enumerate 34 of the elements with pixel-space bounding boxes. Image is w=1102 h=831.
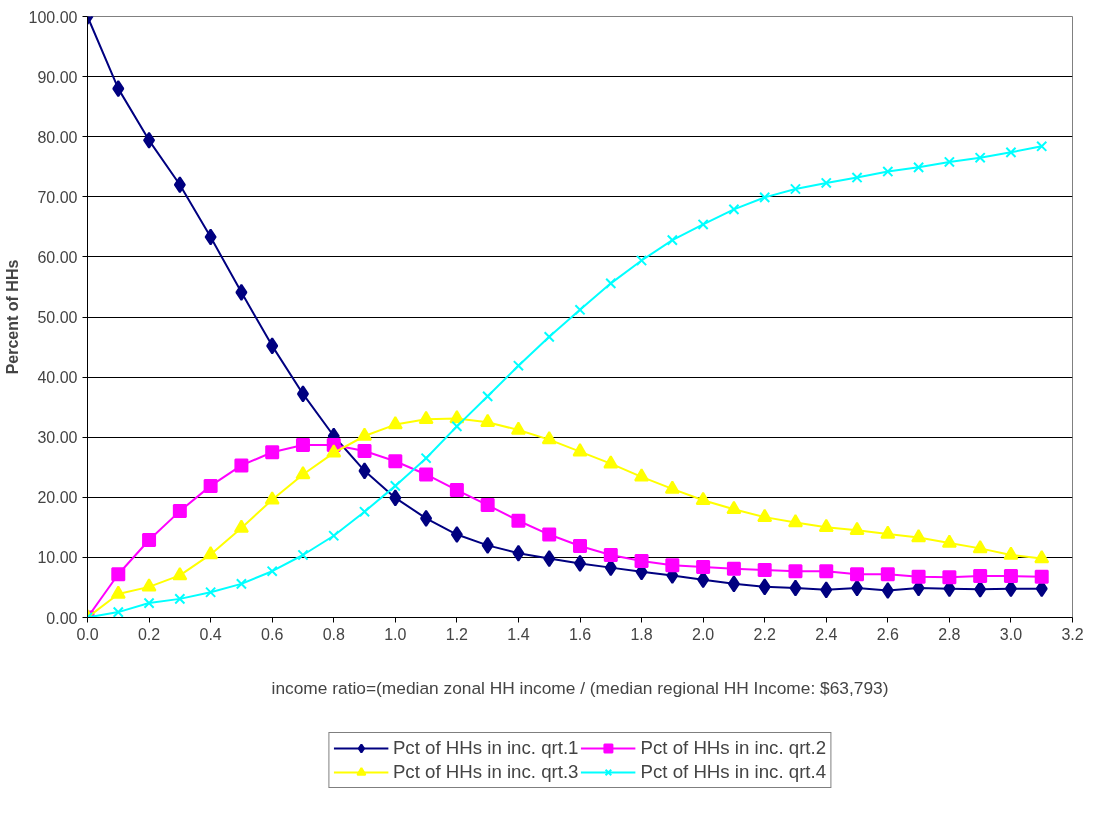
x-tick-label: 0.4 xyxy=(199,625,222,643)
y-axis-title: Percent of HHs xyxy=(3,259,21,375)
x-tick-label: 1.6 xyxy=(568,625,592,643)
x-tick-label: 1.2 xyxy=(445,625,469,643)
x-tick-label: 3.2 xyxy=(1061,625,1084,643)
x-tick-label: 2.8 xyxy=(938,625,961,643)
x-tick-label: 0.8 xyxy=(322,625,345,643)
x-tick-label: 2.4 xyxy=(815,625,838,643)
y-tick-label: 40.00 xyxy=(37,369,78,387)
x-tick-label: 1.0 xyxy=(384,625,407,643)
y-tick-label: 70.00 xyxy=(37,188,78,206)
y-tick-label: 20.00 xyxy=(37,489,78,507)
x-tick-label: 2.2 xyxy=(753,625,776,643)
legend-label: Pct of HHs in inc. qrt.3 xyxy=(392,761,579,783)
y-tick-label: 100.00 xyxy=(28,8,78,26)
legend-label: Pct of HHs in inc. qrt.1 xyxy=(392,737,579,759)
y-tick-label: 60.00 xyxy=(37,248,78,266)
legend-label: Pct of HHs in inc. qrt.2 xyxy=(640,737,827,759)
y-tick-label: 90.00 xyxy=(37,68,78,86)
y-tick-label: 80.00 xyxy=(37,128,78,146)
y-tick-label: 10.00 xyxy=(37,549,78,567)
x-tick-label: 0.6 xyxy=(261,625,284,643)
legend-label: Pct of HHs in inc. qrt.4 xyxy=(640,761,827,783)
x-tick-label: 3.0 xyxy=(999,625,1023,643)
x-tick-label: 0.0 xyxy=(76,625,99,643)
x-tick-label: 1.8 xyxy=(630,625,653,643)
x-tick-label: 2.6 xyxy=(876,625,900,643)
x-axis-title: income ratio=(median zonal HH income / (median regional HH Income: $63,793) xyxy=(271,677,889,698)
y-tick-label: 50.00 xyxy=(37,309,78,326)
y-tick-label: 0.00 xyxy=(46,609,78,627)
x-tick-label: 0.2 xyxy=(137,625,161,643)
x-tick-label: 2.0 xyxy=(692,625,715,643)
y-tick-label: 30.00 xyxy=(37,429,78,447)
x-tick-label: 1.4 xyxy=(507,625,530,643)
